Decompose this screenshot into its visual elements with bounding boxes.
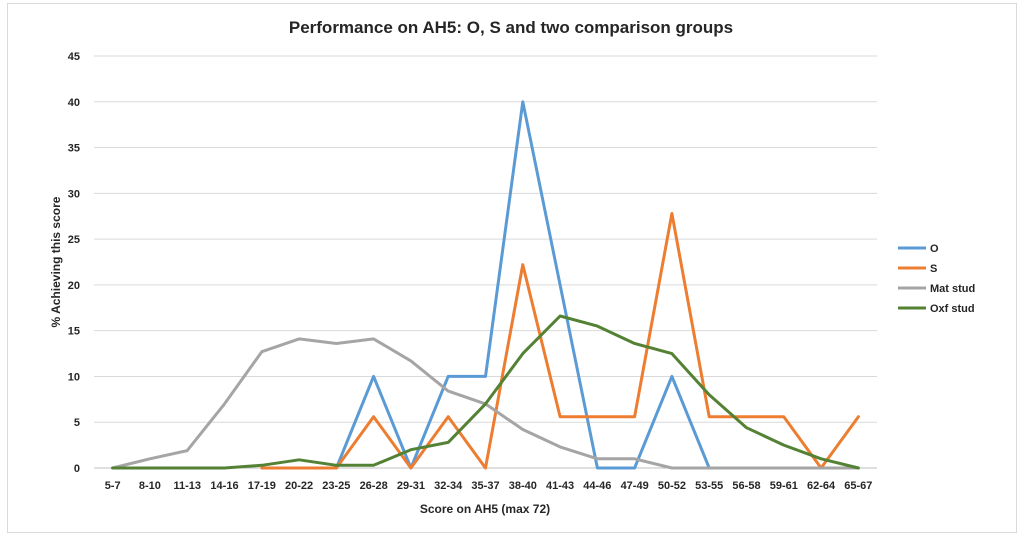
- y-tick-label: 5: [74, 417, 80, 429]
- y-tick-label: 25: [68, 234, 80, 246]
- x-tick-label: 14-16: [210, 480, 238, 492]
- gridlines: [94, 55, 877, 469]
- legend-item: S: [898, 263, 937, 275]
- y-tick-label: 45: [68, 51, 80, 63]
- y-tick-label: 20: [68, 280, 80, 292]
- x-tick-label: 38-40: [509, 480, 537, 492]
- series-lines: [111, 100, 860, 470]
- y-tick-label: 40: [68, 97, 80, 109]
- legend-item: Mat stud: [898, 283, 975, 295]
- x-tick-label: 62-64: [807, 480, 836, 492]
- legend: OS Mat stud Oxf stud: [898, 243, 975, 315]
- x-tick-label: 5-7: [105, 480, 121, 492]
- legend-label: Oxf stud: [930, 303, 975, 315]
- x-tick-label: 41-43: [546, 480, 574, 492]
- legend-item: O: [898, 243, 939, 255]
- y-tick-label: 30: [68, 188, 80, 200]
- legend-label: O: [930, 243, 939, 255]
- y-tick-label: 10: [68, 371, 80, 383]
- y-axis-ticks: 0 5 10 15 20 25 30 35 40 45: [68, 51, 80, 475]
- y-tick-label: 0: [74, 463, 80, 475]
- series-line-s: [260, 212, 860, 470]
- legend-label: Mat stud: [930, 283, 975, 295]
- chart-frame: [7, 3, 1017, 533]
- legend-item: Oxf stud: [898, 303, 975, 315]
- y-tick-label: 35: [68, 143, 80, 155]
- x-tick-label: 29-31: [397, 480, 425, 492]
- y-tick-label: 15: [68, 326, 80, 338]
- x-tick-label: 65-67: [844, 480, 872, 492]
- x-tick-label: 56-58: [732, 480, 760, 492]
- x-tick-label: 32-34: [434, 480, 463, 492]
- y-axis-label: % Achieving this score: [49, 196, 63, 327]
- x-tick-label: 35-37: [471, 480, 499, 492]
- series-line-o: [334, 100, 711, 470]
- x-tick-label: 26-28: [360, 480, 388, 492]
- x-tick-label: 53-55: [695, 480, 723, 492]
- x-tick-label: 59-61: [770, 480, 798, 492]
- x-tick-label: 47-49: [621, 480, 649, 492]
- x-tick-label: 17-19: [248, 480, 276, 492]
- x-tick-label: 44-46: [583, 480, 611, 492]
- x-tick-label: 23-25: [322, 480, 350, 492]
- x-axis-ticks: 5-7 8-10 11-13 14-16 17-19 20-22 23-25 26-28 29-…: [105, 480, 873, 492]
- legend-label: S: [930, 263, 937, 275]
- x-tick-label: 11-13: [173, 480, 201, 492]
- x-tick-label: 20-22: [285, 480, 313, 492]
- x-tick-label: 8-10: [139, 480, 161, 492]
- x-tick-label: 50-52: [658, 480, 686, 492]
- series-line-oxf-stud: [111, 314, 860, 470]
- chart-title: Performance on AH5: O, S and two compari…: [289, 18, 733, 37]
- x-axis-label: Score on AH5 (max 72): [420, 502, 550, 516]
